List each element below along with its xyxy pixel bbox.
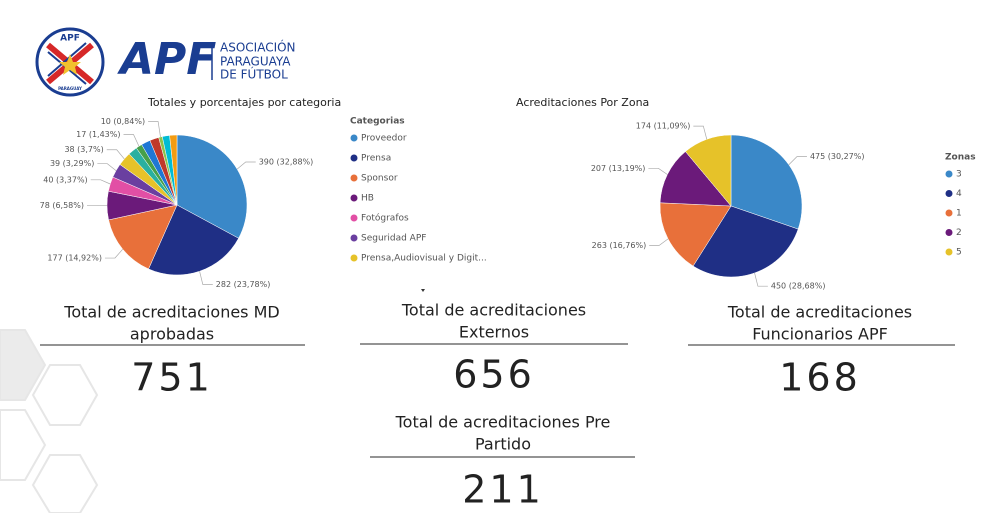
kpi-value: 211 — [462, 468, 544, 512]
legend-label: 2 — [956, 228, 962, 238]
legend-label: 1 — [956, 209, 962, 219]
pie-slice — [685, 134, 732, 207]
data-label: 390 (32,88%) — [259, 157, 314, 166]
data-label: 78 (6,58%) — [40, 201, 84, 210]
chart-title: Totales y porcentajes por categoria — [147, 96, 341, 109]
pie-slice — [692, 205, 799, 278]
hex-decoration — [0, 329, 99, 513]
legend-label: Proveedor — [361, 134, 407, 144]
leader-line — [106, 149, 125, 160]
data-label: 39 (3,29%) — [50, 159, 94, 168]
legend-label: Prensa — [361, 154, 391, 164]
leader-line — [199, 271, 213, 285]
legend-swatch — [945, 248, 953, 256]
legend-label: Fotógrafos — [361, 213, 409, 224]
leader-line — [148, 121, 161, 138]
kpi-title: Externos — [459, 323, 529, 342]
data-label: 177 (14,92%) — [47, 254, 102, 263]
legend-label: Prensa,Audiovisual y Digit... — [361, 254, 487, 264]
pie-slice — [730, 134, 803, 230]
legend-swatch — [945, 170, 953, 178]
pie-slice — [148, 204, 239, 276]
leader-line — [104, 248, 123, 259]
pie-slice — [659, 151, 732, 207]
legend-title: Zonas — [945, 153, 976, 163]
kpi-title: Total de acreditaciones Pre — [395, 413, 611, 432]
kpi-value: 751 — [131, 356, 213, 400]
data-label: 40 (3,37%) — [43, 175, 87, 184]
legend-swatch — [350, 214, 358, 222]
legend-swatch — [945, 229, 953, 236]
kpi-value: 168 — [779, 356, 861, 400]
legend-label: 5 — [956, 248, 962, 258]
legend-label: 4 — [956, 189, 962, 199]
data-label: 282 (23,78%) — [216, 280, 271, 289]
kpi-title: aprobadas — [130, 325, 214, 344]
leader-line — [788, 156, 807, 166]
leader-line — [649, 238, 669, 246]
kpi-title: Total de acreditaciones — [401, 301, 586, 320]
leader-line — [693, 125, 708, 140]
data-label: 207 (13,19%) — [591, 164, 646, 173]
badge-sub: PARAGUAY — [58, 86, 82, 91]
data-label: 263 (16,76%) — [592, 241, 647, 250]
data-label: 174 (11,09%) — [636, 122, 691, 131]
legend-swatch — [350, 174, 358, 182]
data-label: 475 (30,27%) — [810, 152, 865, 161]
org-line: DE FÚTBOL — [220, 67, 288, 82]
legend-label: HB — [361, 194, 374, 204]
legend-label: 3 — [956, 170, 962, 180]
chart-title: Acreditaciones Por Zona — [516, 96, 649, 109]
legend-title: Categorias — [350, 117, 405, 127]
kpi-title: Partido — [475, 435, 531, 454]
pie-slice — [659, 202, 732, 267]
data-label: 10 (0,84%) — [101, 117, 145, 126]
kpi-title: Total de acreditaciones MD — [63, 303, 279, 322]
leader-line — [90, 179, 111, 185]
legend-swatch — [350, 154, 358, 162]
leader-line — [236, 161, 256, 170]
legend-swatch — [350, 194, 358, 202]
kpi-title: Funcionarios APF — [752, 325, 888, 344]
org-line: PARAGUAYA — [220, 55, 291, 69]
leader-line — [754, 272, 768, 287]
legend-swatch — [350, 134, 358, 142]
leader-line — [97, 163, 117, 171]
pie-slice — [108, 204, 178, 270]
legend-label: Seguridad APF — [361, 234, 426, 244]
pie-slice — [176, 134, 248, 239]
brand: APF — [117, 34, 216, 85]
badge-text: APF — [60, 34, 80, 44]
data-label: 450 (28,68%) — [771, 282, 826, 291]
legend-swatch — [350, 234, 358, 242]
kpi-title: Total de acreditaciones — [727, 303, 912, 322]
pie-slice — [169, 134, 178, 206]
legend-label: Sponsor — [361, 174, 398, 184]
logo: APF PARAGUAY APF ASOCIACIÓN PARAGUAYA DE… — [35, 27, 296, 97]
data-label: 38 (3,7%) — [64, 145, 103, 154]
legend-swatch — [945, 209, 953, 217]
data-label: 17 (1,43%) — [76, 130, 120, 139]
leader-line — [648, 167, 668, 175]
leader-line — [123, 134, 140, 147]
kpi-value: 656 — [453, 353, 535, 397]
org-line: ASOCIACIÓN — [220, 40, 296, 55]
legend-swatch — [350, 254, 358, 262]
legend-swatch — [945, 190, 953, 197]
